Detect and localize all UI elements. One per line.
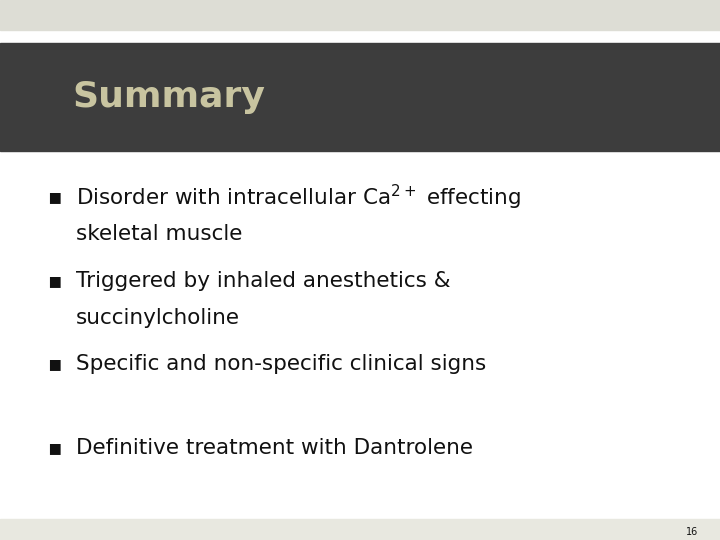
Bar	[0, 519, 720, 540]
Text: succinylcholine: succinylcholine	[76, 307, 240, 328]
Bar	[0, 43, 720, 151]
Text: Disorder with intracellular Ca$^{2+}$ effecting: Disorder with intracellular Ca$^{2+}$ ef…	[76, 183, 521, 212]
Text: 16: 16	[686, 527, 698, 537]
Text: ▪: ▪	[47, 354, 61, 375]
Text: ▪: ▪	[47, 187, 61, 207]
Text: skeletal muscle: skeletal muscle	[76, 224, 242, 244]
Text: Specific and non-specific clinical signs: Specific and non-specific clinical signs	[76, 354, 486, 375]
Text: ▪: ▪	[47, 271, 61, 291]
Text: Summary: Summary	[72, 80, 265, 114]
Bar	[0, 0, 720, 30]
Text: ▪: ▪	[47, 438, 61, 458]
Text: Definitive treatment with Dantrolene: Definitive treatment with Dantrolene	[76, 438, 472, 458]
Text: Triggered by inhaled anesthetics &: Triggered by inhaled anesthetics &	[76, 271, 450, 291]
